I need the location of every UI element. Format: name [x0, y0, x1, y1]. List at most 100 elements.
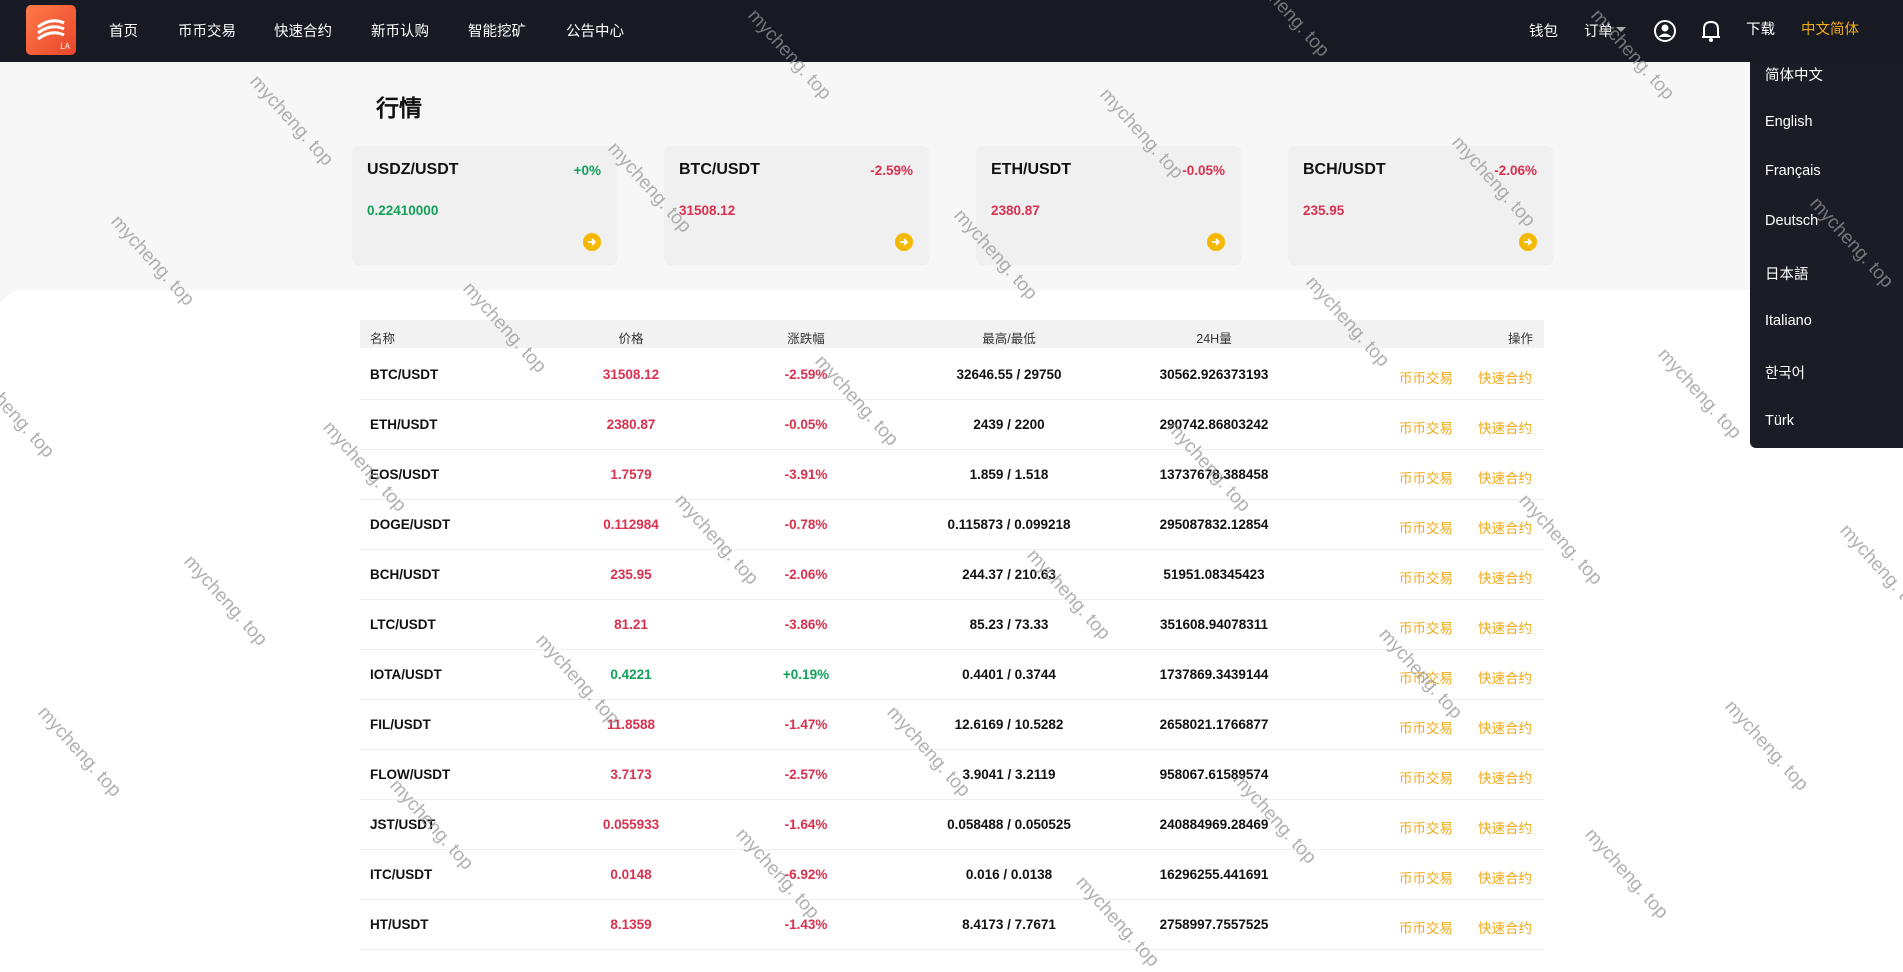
language-option[interactable]: 한국어: [1765, 366, 1806, 382]
price: 11.8588: [606, 717, 656, 732]
volume: 2758997.7557525: [1159, 917, 1269, 932]
high-low: 0.4401 / 0.3744: [962, 667, 1056, 682]
page-title: 行情: [376, 95, 422, 121]
spot-trade-link[interactable]: 币币交易: [1399, 621, 1453, 636]
price: 31508.12: [602, 367, 660, 382]
volume: 958067.61589574: [1159, 767, 1269, 782]
card-change: -0.05%: [1182, 163, 1225, 178]
high-low: 8.4173 / 7.7671: [962, 917, 1056, 932]
market-card[interactable]: BCH/USDT -2.06% 235.95: [1288, 146, 1553, 265]
change: -0.78%: [784, 517, 828, 532]
nav-item[interactable]: 智能挖矿: [468, 24, 526, 40]
pair-name: FLOW/USDT: [370, 767, 451, 782]
nav-item[interactable]: 快速合约: [274, 24, 332, 40]
pair-name: ITC/USDT: [370, 867, 433, 882]
quick-contract-link[interactable]: 快速合约: [1478, 871, 1532, 886]
market-card[interactable]: ETH/USDT -0.05% 2380.87: [976, 146, 1241, 265]
language-option[interactable]: English: [1765, 114, 1813, 130]
card-pair: BCH/USDT: [1303, 161, 1386, 178]
language-option[interactable]: Türk: [1765, 413, 1794, 429]
quick-contract-link[interactable]: 快速合约: [1478, 671, 1532, 686]
quick-contract-link[interactable]: 快速合约: [1478, 921, 1532, 936]
volume: 1737869.3439144: [1159, 667, 1269, 682]
bell-icon[interactable]: [1699, 18, 1723, 44]
quick-contract-link[interactable]: 快速合约: [1478, 521, 1532, 536]
spot-trade-link[interactable]: 币币交易: [1399, 671, 1453, 686]
volume: 290742.86803242: [1159, 417, 1269, 432]
pair-name: LTC/USDT: [370, 617, 436, 632]
spot-trade-link[interactable]: 币币交易: [1399, 821, 1453, 836]
high-low: 0.115873 / 0.099218: [947, 517, 1071, 532]
row-divider: [360, 399, 1544, 400]
language-option[interactable]: Italiano: [1765, 313, 1812, 329]
quick-contract-link[interactable]: 快速合约: [1478, 821, 1532, 836]
change: -3.91%: [784, 467, 828, 482]
wallet-link[interactable]: 钱包: [1529, 24, 1558, 40]
language-selector[interactable]: 中文简体: [1801, 22, 1859, 38]
column-header: 名称: [370, 332, 396, 346]
market-card[interactable]: USDZ/USDT +0% 0.22410000: [352, 146, 617, 265]
price: 0.112984: [603, 517, 659, 532]
price: 8.1359: [610, 917, 652, 932]
row-divider: [360, 949, 1544, 950]
card-arrow[interactable]: [1207, 233, 1225, 251]
quick-contract-link[interactable]: 快速合约: [1478, 621, 1532, 636]
language-option[interactable]: Français: [1765, 163, 1821, 179]
download-link[interactable]: 下载: [1746, 22, 1775, 38]
top-band: [0, 62, 1903, 302]
row-divider: [360, 499, 1544, 500]
spot-trade-link[interactable]: 币币交易: [1399, 421, 1453, 436]
market-card[interactable]: BTC/USDT -2.59% 31508.12: [664, 146, 929, 265]
nav-item[interactable]: 币币交易: [178, 24, 236, 40]
card-change: +0%: [573, 163, 601, 178]
high-low: 1.859 / 1.518: [969, 467, 1049, 482]
language-menu: 简体中文 English Français Deutsch 日本語 Italiano 한국어…: [1750, 62, 1903, 448]
row-divider: [360, 599, 1544, 600]
spot-trade-link[interactable]: 币币交易: [1399, 371, 1453, 386]
quick-contract-link[interactable]: 快速合约: [1478, 721, 1532, 736]
language-option[interactable]: Deutsch: [1765, 213, 1819, 229]
spot-trade-link[interactable]: 币币交易: [1399, 771, 1453, 786]
spot-trade-link[interactable]: 币币交易: [1399, 471, 1453, 486]
column-header: 24H量: [1196, 332, 1232, 346]
logo[interactable]: LA: [26, 5, 76, 55]
volume: 16296255.441691: [1159, 867, 1269, 882]
card-arrow[interactable]: [895, 233, 913, 251]
language-option[interactable]: 日本語: [1765, 267, 1809, 283]
nav-item[interactable]: 公告中心: [566, 24, 624, 40]
spot-trade-link[interactable]: 币币交易: [1399, 721, 1453, 736]
price: 0.055933: [602, 817, 660, 832]
spot-trade-link[interactable]: 币币交易: [1399, 871, 1453, 886]
spot-trade-link[interactable]: 币币交易: [1399, 571, 1453, 586]
high-low: 3.9041 / 3.2119: [962, 767, 1056, 782]
row-divider: [360, 549, 1544, 550]
spot-trade-link[interactable]: 币币交易: [1399, 921, 1453, 936]
card-arrow[interactable]: [583, 233, 601, 251]
price: 3.7173: [610, 767, 652, 782]
spot-trade-link[interactable]: 币币交易: [1399, 521, 1453, 536]
quick-contract-link[interactable]: 快速合约: [1478, 421, 1532, 436]
column-header: 操作: [1507, 332, 1533, 346]
pair-name: EOS/USDT: [370, 467, 440, 482]
nav-item[interactable]: 新币认购: [371, 24, 429, 40]
card-arrow[interactable]: [1519, 233, 1537, 251]
price: 0.4221: [610, 667, 652, 682]
nav-item[interactable]: 首页: [109, 24, 138, 40]
card-pair: USDZ/USDT: [367, 161, 459, 178]
content-area: [0, 290, 1903, 931]
user-icon[interactable]: [1653, 19, 1677, 43]
quick-contract-link[interactable]: 快速合约: [1478, 571, 1532, 586]
quick-contract-link[interactable]: 快速合约: [1478, 371, 1532, 386]
price: 0.0148: [610, 867, 652, 882]
quick-contract-link[interactable]: 快速合约: [1478, 471, 1532, 486]
quick-contract-link[interactable]: 快速合约: [1478, 771, 1532, 786]
price: 235.95: [610, 567, 652, 582]
volume: 351608.94078311: [1159, 617, 1269, 632]
high-low: 85.23 / 73.33: [969, 617, 1049, 632]
change: -2.59%: [784, 367, 828, 382]
change: -0.05%: [784, 417, 828, 432]
orders-link[interactable]: 订单: [1584, 24, 1613, 40]
caret: [1616, 27, 1626, 32]
language-option[interactable]: 简体中文: [1765, 68, 1823, 84]
pair-name: IOTA/USDT: [370, 667, 442, 682]
